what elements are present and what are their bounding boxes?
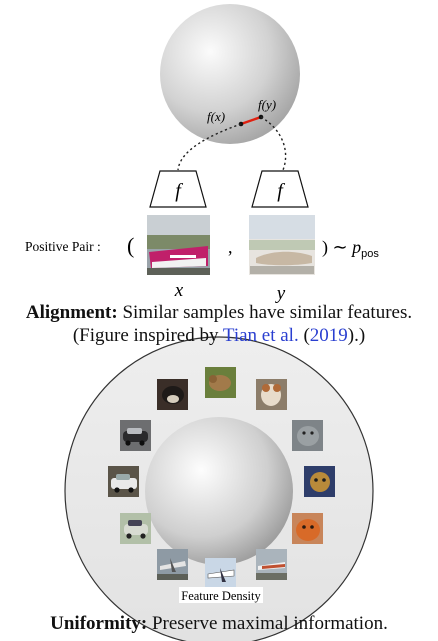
feature-density-label: Feature Density [181,589,261,603]
citation-end: ).) [347,325,366,346]
uniformity-caption: Uniformity: Preserve maximal information… [0,612,438,635]
fy-label: f(y) [258,97,276,112]
thumbnail-cat-2 [304,466,335,497]
thumbnail-car-3 [120,420,151,451]
citation-prefix: (Figure inspired by [72,325,223,346]
uniform-sphere [145,417,293,565]
positive-pair-label: Positive Pair : [25,239,101,254]
pair-comma: , [228,237,233,257]
open-paren: ( [127,233,134,258]
thumbnail-dog-1 [157,379,188,410]
thumbnail-car-2 [108,466,139,497]
feature-sphere [160,4,300,144]
citation-mid: ( [298,325,310,346]
thumbnail-car-1 [120,513,151,544]
citation-author-link[interactable]: Tian et al. [222,325,299,346]
sample-image-x [147,215,210,275]
feature-density-label-bg [179,587,263,603]
alignment-caption-citation: (Figure inspired by Tian et al. (2019).) [0,324,438,347]
thumbnail-cat-3 [292,513,323,544]
thumbnail-airplane-3 [157,549,188,580]
citation-year-link[interactable]: 2019 [309,325,348,346]
x-label: x [174,280,184,301]
encoder-trapezoid-x [149,170,207,208]
thumbnail-airplane-1 [256,549,287,580]
alignment-caption-text: Similar samples have similar features. [117,302,413,323]
thumbnail-cat-1 [292,420,323,451]
encoder-label-x: f [175,180,183,202]
alignment-panel: f(x) f(y) f f Positive Pair : ( , ) ∼ pp… [25,4,379,304]
alignment-caption: Alignment: Similar samples have similar … [0,301,438,324]
y-embedding-arrow [260,116,287,171]
uniformity-caption-text: Preserve maximal information. [147,613,388,634]
uniformity-panel: Feature Density [64,336,374,641]
thumbnail-dog-3 [256,379,287,410]
alignment-caption-bold: Alignment: [25,302,118,323]
close-distribution: ) ∼ ppos [322,237,379,260]
uniformity-caption-bold: Uniformity: [50,613,148,634]
thumbnail-airplane-2 [205,558,236,589]
fx-label: f(x) [207,109,225,124]
sample-image-y [249,215,315,275]
encoder-label-y: f [277,180,285,202]
thumbnail-dog-2 [205,367,236,398]
y-label: y [275,283,286,304]
positive-pair-distance-line [240,115,262,126]
x-embedding-arrow [177,123,242,171]
encoder-trapezoid-y [251,170,309,208]
